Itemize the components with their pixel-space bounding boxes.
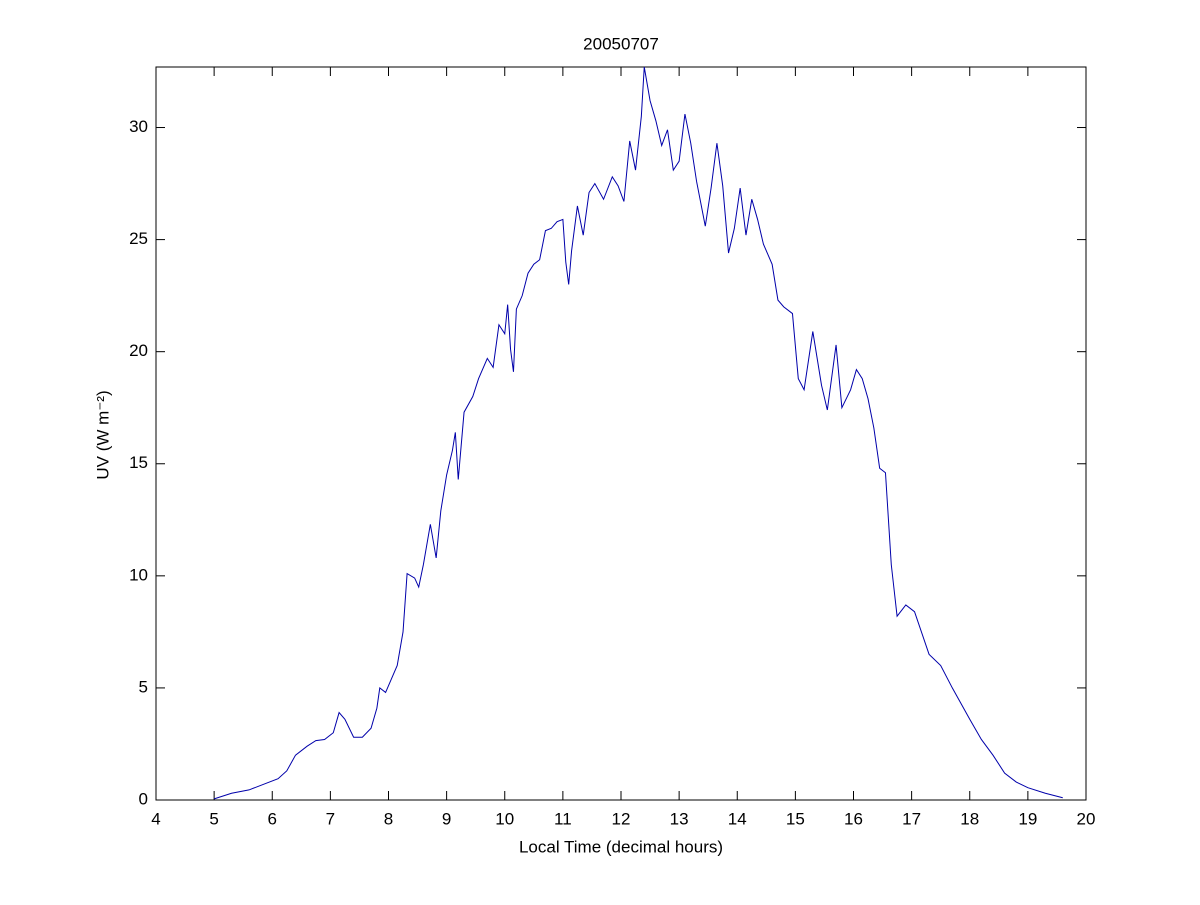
plot-area xyxy=(155,66,1087,801)
y-tick-label: 5 xyxy=(139,677,148,696)
y-tick-label: 20 xyxy=(129,341,148,360)
x-tick-label: 19 xyxy=(1018,809,1037,828)
x-tick-label: 20 xyxy=(1077,809,1096,828)
data-line xyxy=(213,66,1063,800)
y-tick-label: 25 xyxy=(129,229,148,248)
x-tick-label: 17 xyxy=(902,809,921,828)
x-tick-label: 7 xyxy=(326,809,335,828)
y-tick-label: 10 xyxy=(129,565,148,584)
x-tick-label: 14 xyxy=(728,809,747,828)
x-tick-label: 6 xyxy=(268,809,277,828)
x-axis-label: Local Time (decimal hours) xyxy=(519,837,723,856)
x-tick-label: 9 xyxy=(442,809,451,828)
x-tick-label: 18 xyxy=(960,809,979,828)
x-tick-label: 4 xyxy=(151,809,160,828)
x-tick-label: 8 xyxy=(384,809,393,828)
y-axis-label: UV (W m⁻²) xyxy=(93,390,112,479)
y-tick-label: 15 xyxy=(129,453,148,472)
chart-title: 20050707 xyxy=(583,34,659,53)
y-tick-label: 0 xyxy=(139,789,148,808)
y-tick-label: 30 xyxy=(129,117,148,136)
x-tick-label: 16 xyxy=(844,809,863,828)
x-tick-label: 5 xyxy=(209,809,218,828)
x-tick-label: 13 xyxy=(670,809,689,828)
x-tick-label: 10 xyxy=(495,809,514,828)
x-tick-label: 12 xyxy=(612,809,631,828)
x-tick-label: 11 xyxy=(554,809,572,828)
x-tick-label: 15 xyxy=(786,809,805,828)
